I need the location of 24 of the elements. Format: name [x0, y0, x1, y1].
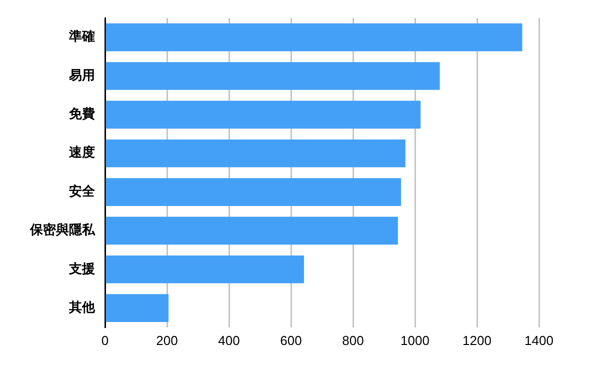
y-tick-label: 準確 — [68, 30, 95, 45]
bar — [106, 23, 522, 52]
bar — [106, 178, 402, 206]
bar — [106, 255, 304, 284]
x-tick-label: 200 — [156, 332, 178, 348]
bar — [106, 139, 406, 168]
x-tick-label: 1000 — [400, 332, 430, 348]
x-tick-label: 600 — [280, 332, 302, 348]
bar — [106, 216, 398, 245]
x-tick-label: 800 — [342, 332, 364, 348]
y-tick-label: 速度 — [69, 144, 95, 161]
y-tick-label: 免費 — [68, 107, 95, 122]
x-tick-label: 400 — [218, 332, 240, 348]
y-tick-label: 保密與隱私 — [29, 222, 96, 238]
x-tick-label: 1400 — [524, 332, 554, 348]
y-tick-label: 其他 — [68, 300, 96, 316]
y-tick-label: 易用 — [68, 68, 95, 84]
bar — [106, 100, 421, 129]
x-tick-label: 1200 — [462, 332, 492, 348]
x-tick-label: 0 — [101, 332, 109, 348]
y-tick-label: 安全 — [69, 183, 96, 200]
y-tick-label: 支援 — [68, 262, 95, 277]
bar — [106, 294, 169, 322]
bar — [106, 62, 440, 90]
